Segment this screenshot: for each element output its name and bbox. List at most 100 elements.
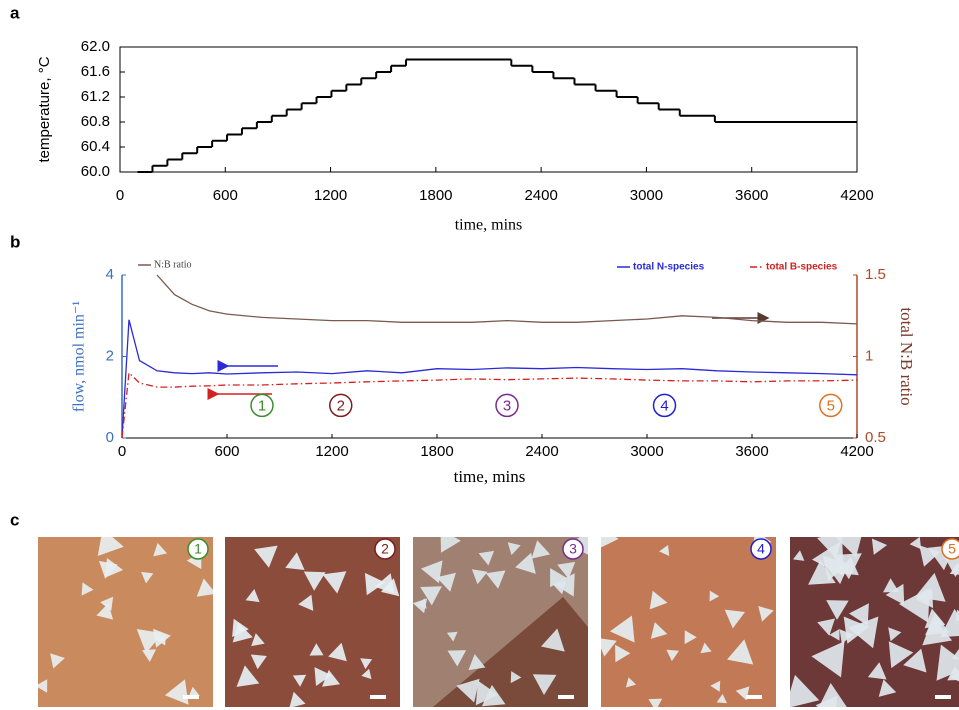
crystal bbox=[815, 695, 838, 707]
annotation-label: 3 bbox=[503, 397, 511, 414]
crystal bbox=[485, 570, 506, 589]
annotation-circle bbox=[819, 393, 843, 418]
crystal bbox=[949, 670, 959, 682]
crystal bbox=[446, 631, 458, 642]
micrograph-label-circle bbox=[187, 538, 209, 560]
panel-label: b bbox=[10, 232, 20, 251]
crystal bbox=[531, 540, 551, 559]
crystal bbox=[100, 596, 114, 611]
micrograph-label: 5 bbox=[948, 541, 956, 557]
crystal bbox=[609, 615, 635, 643]
series-line bbox=[156, 274, 858, 325]
crystal bbox=[849, 603, 869, 626]
crystal bbox=[915, 588, 934, 609]
y-tick-label: 61.2 bbox=[81, 88, 110, 105]
annotation-label: 4 bbox=[660, 397, 668, 414]
crystal bbox=[885, 583, 905, 605]
crystal bbox=[826, 600, 849, 620]
scale-bar bbox=[370, 695, 386, 699]
y-axis-label: flow, nmol min⁻¹ bbox=[71, 301, 88, 413]
crystal bbox=[848, 616, 879, 649]
crystal bbox=[666, 649, 679, 662]
x-tick-label: 2400 bbox=[525, 443, 558, 460]
crystal bbox=[648, 698, 663, 707]
crystal bbox=[793, 550, 805, 561]
x-tick-label: 1800 bbox=[419, 187, 452, 204]
crystal bbox=[250, 654, 267, 670]
crystal bbox=[303, 571, 326, 591]
crystal bbox=[883, 578, 899, 593]
crystal bbox=[328, 642, 347, 662]
legend-label: total N-species bbox=[633, 262, 705, 273]
scale-bar bbox=[558, 695, 574, 699]
crystal bbox=[758, 606, 774, 622]
panel-label: c bbox=[10, 510, 19, 529]
crystal bbox=[420, 586, 442, 606]
legend-label: N:B ratio bbox=[154, 259, 192, 270]
crystal bbox=[888, 627, 902, 642]
crystal bbox=[478, 550, 495, 566]
crystal bbox=[532, 674, 557, 695]
crystal bbox=[380, 578, 400, 597]
annotation-label: 2 bbox=[337, 397, 345, 414]
crystal bbox=[659, 545, 670, 556]
micrograph: 2 bbox=[225, 537, 400, 707]
crystal bbox=[440, 537, 461, 553]
x-tick-label: 2400 bbox=[524, 187, 557, 204]
micrograph-background bbox=[38, 537, 213, 707]
crystal bbox=[790, 674, 820, 707]
crystal bbox=[557, 561, 576, 579]
x-tick-label: 4200 bbox=[840, 187, 873, 204]
y-tick-label: 0 bbox=[106, 429, 114, 446]
x-axis-label: time, mins bbox=[454, 467, 526, 486]
crystal bbox=[550, 568, 567, 588]
crystal bbox=[364, 572, 386, 596]
x-axis-label: time, mins bbox=[455, 217, 523, 234]
annotation-circle bbox=[329, 393, 353, 418]
crystal bbox=[724, 609, 745, 629]
crystal bbox=[832, 553, 862, 580]
crystal bbox=[808, 560, 836, 585]
crystal bbox=[811, 641, 845, 678]
x-tick-label: 3600 bbox=[735, 187, 768, 204]
crystal bbox=[625, 677, 637, 688]
crystal bbox=[601, 537, 619, 548]
crystal bbox=[164, 679, 189, 705]
micrograph-label: 1 bbox=[194, 541, 202, 557]
crystal bbox=[447, 650, 467, 667]
crystal bbox=[829, 629, 840, 641]
y-tick-label: 2 bbox=[106, 347, 114, 364]
crystal bbox=[322, 669, 340, 687]
crystal bbox=[153, 628, 171, 648]
crystal bbox=[903, 648, 927, 673]
x-tick-label: 0 bbox=[116, 187, 124, 204]
x-tick-label: 1200 bbox=[314, 187, 347, 204]
series-line bbox=[121, 371, 858, 439]
crystal bbox=[232, 622, 253, 643]
x-tick-label: 3000 bbox=[630, 187, 663, 204]
crystal bbox=[684, 630, 697, 645]
x-tick-label: 600 bbox=[213, 187, 238, 204]
crystal bbox=[153, 542, 168, 557]
crystal bbox=[360, 658, 373, 670]
micrograph-label-circle bbox=[562, 538, 584, 560]
crystal bbox=[188, 686, 200, 698]
crystal bbox=[475, 680, 499, 706]
scale-bar bbox=[935, 695, 951, 699]
crystal bbox=[951, 648, 959, 660]
crystal bbox=[919, 545, 941, 567]
y-tick-label: 4 bbox=[106, 266, 114, 283]
micrograph: 3 bbox=[413, 537, 588, 707]
crystal bbox=[309, 643, 324, 656]
scale-bar bbox=[746, 695, 762, 699]
micrograph-label-circle bbox=[374, 538, 396, 560]
crystal bbox=[298, 594, 314, 611]
crystal bbox=[142, 649, 157, 662]
crystal bbox=[468, 654, 486, 671]
x-tick-label: 1200 bbox=[315, 443, 348, 460]
crystal bbox=[871, 538, 888, 555]
x-tick-label: 4200 bbox=[840, 443, 873, 460]
x-tick-label: 600 bbox=[214, 443, 239, 460]
crystal bbox=[727, 639, 754, 665]
crystal bbox=[292, 674, 307, 687]
